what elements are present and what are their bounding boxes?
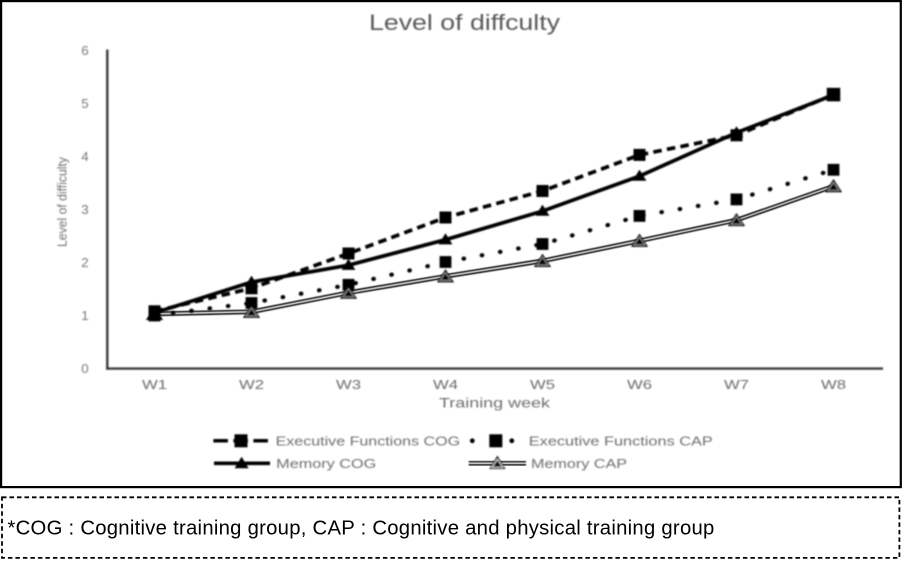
svg-text:Level of difficulty: Level of difficulty	[56, 156, 70, 247]
svg-text:2: 2	[81, 255, 88, 270]
svg-text:3: 3	[81, 202, 88, 217]
svg-text:W8: W8	[821, 377, 846, 392]
svg-text:W1: W1	[142, 377, 167, 392]
svg-text:Memory COG: Memory COG	[276, 456, 376, 471]
svg-text:W6: W6	[627, 377, 652, 392]
svg-text:*COG : Cognitive training grou: *COG : Cognitive training group, CAP : C…	[8, 518, 715, 540]
svg-text:W5: W5	[530, 377, 555, 392]
svg-text:5: 5	[81, 96, 88, 111]
svg-text:Level of diffculty: Level of diffculty	[369, 10, 560, 35]
svg-text:Training week: Training week	[439, 396, 550, 411]
svg-text:W4: W4	[433, 377, 458, 392]
svg-text:Executive Functions CAP: Executive Functions CAP	[529, 433, 713, 448]
svg-text:W7: W7	[724, 377, 749, 392]
svg-text:W3: W3	[336, 377, 361, 392]
svg-text:0: 0	[81, 361, 88, 376]
svg-text:Memory CAP: Memory CAP	[531, 456, 627, 471]
svg-text:Executive Functions COG: Executive Functions COG	[276, 433, 461, 448]
svg-text:W2: W2	[239, 377, 264, 392]
svg-text:6: 6	[81, 43, 88, 58]
svg-text:4: 4	[81, 149, 88, 164]
svg-text:1: 1	[81, 308, 88, 323]
